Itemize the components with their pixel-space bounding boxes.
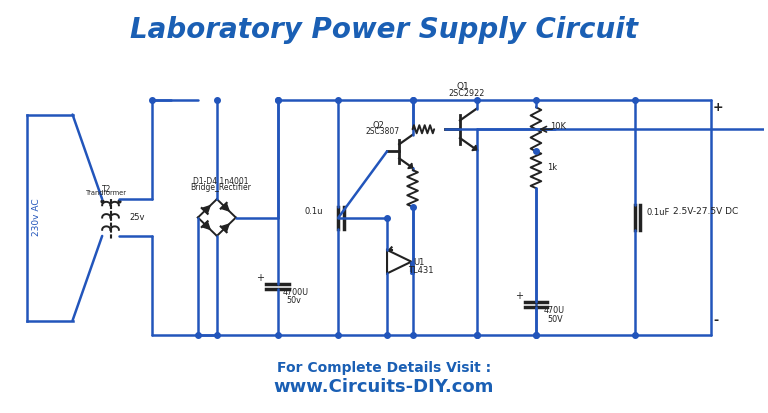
Text: 2SC3807: 2SC3807 xyxy=(365,127,399,135)
Text: 470U: 470U xyxy=(544,306,564,315)
Polygon shape xyxy=(221,203,229,211)
Text: 2.5V-27.5V DC: 2.5V-27.5V DC xyxy=(673,207,738,216)
Text: 25v: 25v xyxy=(130,213,145,222)
Text: T2: T2 xyxy=(102,185,111,194)
Text: 4700U: 4700U xyxy=(283,288,309,297)
Text: +: + xyxy=(713,101,723,114)
Text: 2SC2922: 2SC2922 xyxy=(449,89,485,98)
Text: Trandformer: Trandformer xyxy=(86,190,127,197)
Text: 50V: 50V xyxy=(548,315,563,324)
Text: U1: U1 xyxy=(413,259,424,267)
Polygon shape xyxy=(202,206,210,214)
Text: 50v: 50v xyxy=(286,296,302,305)
Text: +: + xyxy=(515,291,523,301)
Text: Laboratory Power Supply Circuit: Laboratory Power Supply Circuit xyxy=(130,16,638,44)
Text: -: - xyxy=(713,314,718,327)
Text: 0.1uF: 0.1uF xyxy=(646,208,670,217)
Text: www.Circuits-DIY.com: www.Circuits-DIY.com xyxy=(274,378,494,396)
Polygon shape xyxy=(202,221,210,229)
Text: TL431: TL431 xyxy=(409,266,434,275)
Text: For Complete Details Visit :: For Complete Details Visit : xyxy=(277,361,491,375)
Text: 0.1u: 0.1u xyxy=(304,207,323,216)
Text: D1-D4 1n4001: D1-D4 1n4001 xyxy=(193,178,248,186)
Polygon shape xyxy=(472,145,477,151)
Text: Q1: Q1 xyxy=(456,82,469,91)
Polygon shape xyxy=(221,224,229,232)
Text: 230v AC: 230v AC xyxy=(31,199,41,236)
Text: Q2: Q2 xyxy=(372,121,385,130)
Polygon shape xyxy=(408,163,412,169)
Text: 10K: 10K xyxy=(550,122,565,131)
Text: 1k: 1k xyxy=(548,163,558,172)
Text: +: + xyxy=(257,273,264,283)
Text: Bridge_Rectifier: Bridge_Rectifier xyxy=(190,183,251,192)
